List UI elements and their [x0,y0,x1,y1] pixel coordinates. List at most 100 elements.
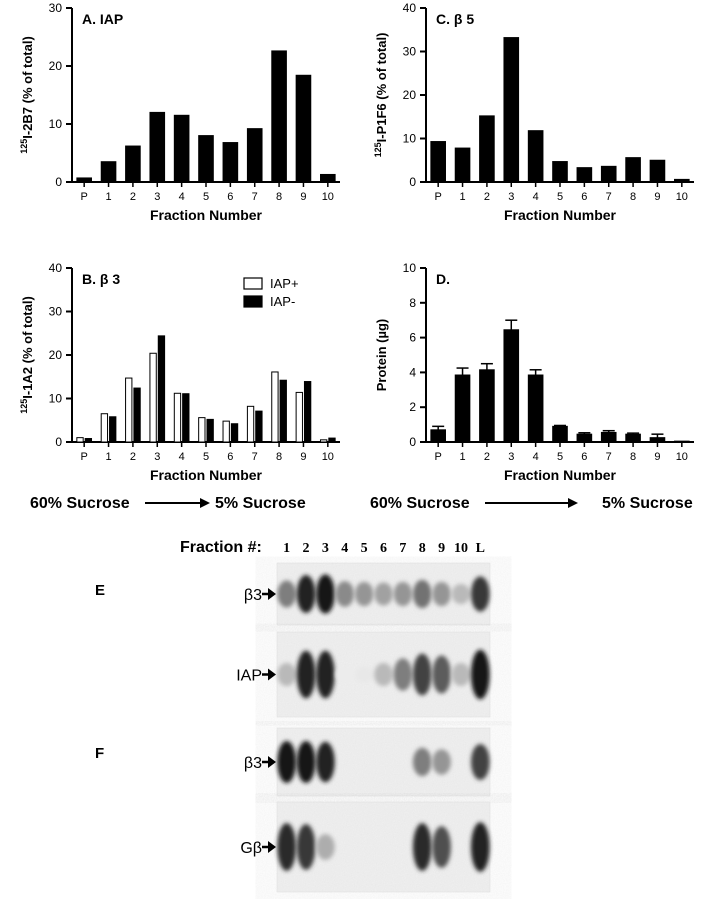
x-tick-label: 10 [676,451,688,463]
sucrose-gradient-right: 60% Sucrose 5% Sucrose [354,488,708,518]
blot-band [451,583,471,605]
panel-label: B. β 3 [82,271,120,287]
bar-series-7 [600,431,617,443]
blot-band [471,576,490,612]
y-axis-label-superscript: 125 [373,142,383,157]
bar-series-1 [100,161,117,183]
bar-series-P [430,141,446,183]
x-tick-label: 6 [581,191,587,203]
y-axis-label-superscript: 125 [19,399,29,414]
blot-band [432,749,451,775]
blot-row-label: β3 [244,755,262,772]
blot-band [354,581,374,607]
x-tick-label: 2 [484,191,490,203]
x-tick-label: 9 [654,191,660,203]
bar-series-8 [271,50,287,183]
x-tick-label: 6 [227,191,233,203]
x-axis-label: Fraction Number [504,467,617,483]
blot-band [412,823,432,871]
x-tick-label: 7 [252,191,258,203]
bar-iap--8 [271,371,279,443]
blot-band [471,649,490,700]
panel-e-letter: E [95,582,105,599]
x-tick-label: 5 [203,451,209,463]
y-tick-label: 30 [49,1,63,15]
blot-band [471,744,490,780]
bar-series-1 [454,374,471,443]
bar-series-6 [576,167,593,183]
blot-band [471,822,490,872]
blot-row-label: Gβ [240,840,262,857]
blot-band [316,650,335,699]
chart-panel-d: 0 2 4 6 8 10 P 1 2 3 4 5 6 7 8 9 10 D. Fraction Number Prot… [374,261,694,483]
lane-label: 6 [380,541,387,556]
bar-series-9 [649,159,666,183]
arrow-right-icon [200,498,210,508]
bar-iap--9 [303,381,312,443]
y-axis-label-text: Protein (µg) [374,319,389,391]
y-tick-label: 20 [403,88,417,102]
bar-series-9 [649,437,666,443]
y-tick-label: 0 [409,435,416,449]
bar-iap--5 [198,417,206,443]
arrow-right-icon [268,668,276,681]
y-tick-label: 8 [409,296,416,310]
bar-series-7 [246,128,263,183]
x-tick-label: 4 [533,451,539,463]
blot-band [374,582,393,606]
gradient-end-label: 5% Sucrose [215,495,306,512]
legend-label: IAP- [270,294,295,309]
bar-iap--3 [157,335,166,443]
blot-band [277,741,296,783]
blot-row-label: IAP [236,668,262,685]
x-tick-label: 5 [557,451,563,463]
blot-band [354,666,374,683]
lane-label: 8 [419,541,426,556]
x-tick-label: 4 [533,191,539,203]
y-axis-label-text: I-1A2 (% of total) [20,296,35,399]
bar-series-3 [149,111,166,183]
bar-series-P [430,429,446,443]
bar-iap--9 [295,391,303,443]
x-tick-label: 3 [508,451,514,463]
x-tick-label: 6 [227,451,233,463]
x-tick-label: 7 [606,451,612,463]
x-tick-label: 1 [105,191,111,203]
bar-series-6 [576,433,593,443]
fraction-number-label: Fraction #: [180,539,262,556]
blot-band [296,741,316,783]
bar-series-2 [479,369,495,443]
bar-iap--5 [206,418,214,443]
blot-strip: β3 [244,562,491,626]
x-tick-label: 3 [154,191,160,203]
x-tick-label: 5 [203,191,209,203]
y-axis-label: Protein (µg) [374,319,389,391]
arrow-right-icon [568,498,578,508]
blot-band [374,662,393,687]
y-axis-label: 125I-2B7 (% of total) [19,36,35,154]
x-tick-label: 10 [322,451,334,463]
x-tick-label: 3 [154,451,160,463]
x-tick-label: 5 [557,191,563,203]
bar-series-7 [600,165,617,183]
y-tick-label: 30 [49,305,63,319]
panel-label: A. IAP [82,11,123,27]
x-tick-label: 4 [179,191,185,203]
blot-band [335,581,355,607]
lane-label: 3 [322,541,329,556]
bar-series-2 [125,145,141,183]
y-axis-label-text: I-2B7 (% of total) [20,36,35,139]
blot-band [316,574,335,614]
blot-band [432,826,451,868]
x-tick-label: 8 [630,191,636,203]
blot-band [316,741,335,783]
bar-iap--6 [230,423,239,443]
x-tick-label: 7 [606,191,612,203]
bar-series-4 [527,374,544,443]
sucrose-gradient-left: 60% Sucrose 5% Sucrose [0,488,354,518]
y-tick-label: 6 [409,331,416,345]
bar-iap--4 [173,392,182,443]
bar-series-3 [503,37,520,183]
y-axis-label: 125I-P1F6 (% of total) [373,33,389,158]
bar-series-6 [222,142,239,183]
